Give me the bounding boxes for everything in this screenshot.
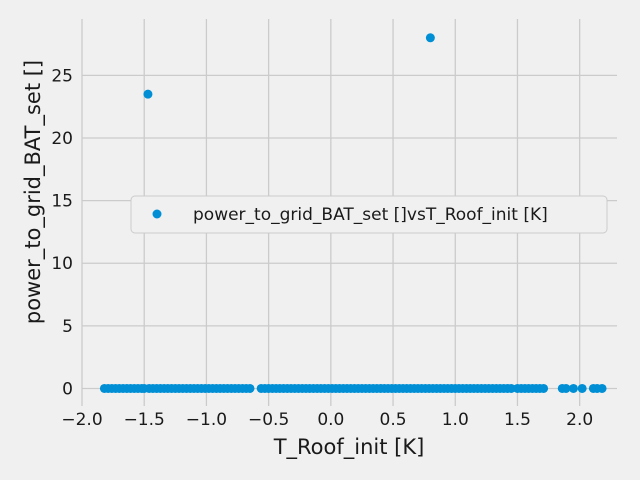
y-tick-label: 25 [51, 66, 73, 86]
y-tick-label: 10 [51, 254, 73, 274]
y-axis-label: power_to_grid_BAT_set [] [21, 60, 46, 324]
legend-entry: power_to_grid_BAT_set []vsT_Roof_init [K… [193, 205, 548, 225]
x-tick-label: −1.5 [124, 410, 165, 430]
x-tick-label: 0.5 [380, 410, 407, 430]
x-tick-label: 0.0 [317, 410, 344, 430]
data-point [561, 383, 571, 393]
data-point [143, 89, 153, 99]
legend-box [130, 195, 608, 234]
data-point [245, 383, 255, 393]
y-tick-label: 5 [62, 317, 73, 337]
x-tick-label: 1.5 [504, 410, 531, 430]
y-tick-label: 15 [51, 192, 73, 212]
x-tick-label: −1.0 [186, 410, 227, 430]
data-points [99, 33, 607, 393]
x-tick-label: −2.0 [61, 410, 102, 430]
x-tick-label: −0.5 [248, 410, 289, 430]
tick-labels: −2.0 −1.5 −1.0 −0.5 0.0 0.5 1.0 1.5 2.0 0 5 10 15 20 2… [51, 66, 593, 430]
x-tick-label: 1.0 [442, 410, 469, 430]
y-tick-label: 0 [62, 379, 73, 399]
data-point [425, 33, 435, 43]
y-tick-label: 20 [51, 129, 73, 149]
legend: power_to_grid_BAT_set []vsT_Roof_init [K… [130, 195, 608, 234]
x-axis-label: T_Roof_init [K] [273, 435, 425, 460]
legend-marker [152, 209, 162, 219]
data-point [539, 383, 549, 393]
data-point [506, 383, 516, 393]
data-point [597, 383, 607, 393]
data-point [577, 383, 587, 393]
data-point [568, 383, 578, 393]
x-tick-label: 2.0 [566, 410, 593, 430]
